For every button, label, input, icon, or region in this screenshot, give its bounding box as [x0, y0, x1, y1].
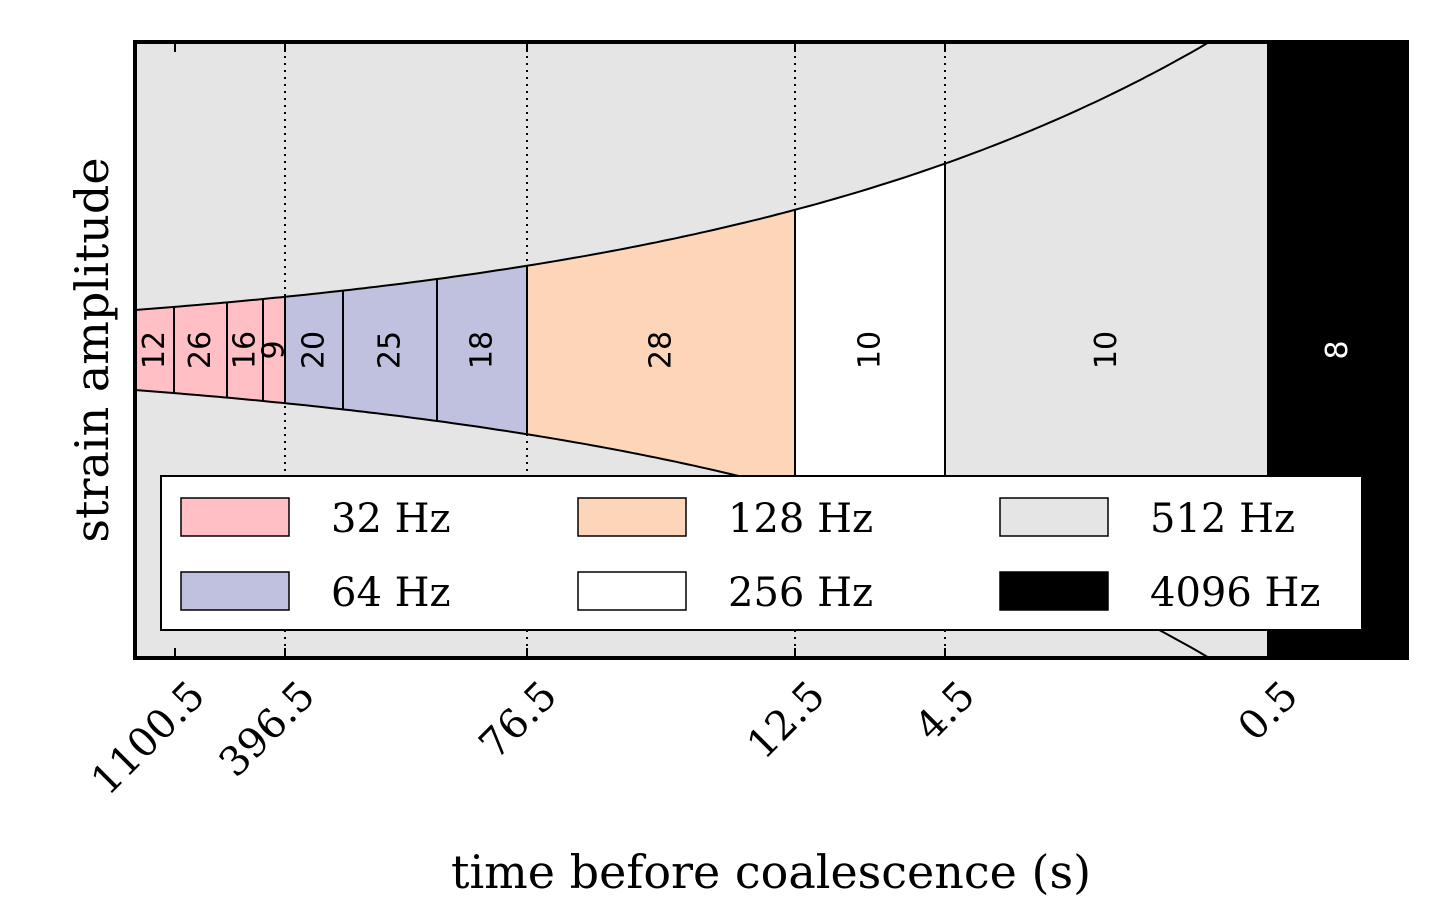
segment-duration-label: 16 [228, 331, 263, 369]
band-256-hz [795, 163, 945, 537]
segment-duration-label: 10 [853, 331, 888, 369]
segment-duration-label: 12 [137, 331, 172, 369]
y-axis-label: strain amplitude [65, 157, 119, 542]
band-128-hz [527, 209, 795, 491]
legend-label: 128 Hz [728, 496, 873, 542]
legend-label: 4096 Hz [1150, 570, 1320, 616]
legend-label: 32 Hz [331, 496, 451, 542]
legend [160, 475, 1363, 631]
legend-label: 64 Hz [331, 570, 451, 616]
segment-duration-label: 18 [465, 331, 500, 369]
envelope-upper [135, 42, 1212, 311]
band-64-hz [285, 265, 527, 435]
segment-duration-label: 25 [373, 331, 408, 369]
legend-swatch [577, 497, 687, 537]
segment-duration-label: 8 [1320, 340, 1355, 359]
segment-duration-label: 9 [257, 340, 292, 359]
segment-duration-label: 20 [297, 331, 332, 369]
legend-label: 256 Hz [728, 570, 873, 616]
x-tick-label: 396.5 [211, 673, 325, 787]
x-tick-label: 4.5 [907, 673, 985, 751]
plot-frame [133, 40, 1409, 660]
x-axis-label: time before coalescence (s) [451, 845, 1091, 899]
x-tick-label: 0.5 [1230, 673, 1308, 751]
segment-duration-label: 26 [183, 331, 218, 369]
legend-swatch [999, 571, 1109, 611]
legend-label: 512 Hz [1150, 496, 1295, 542]
legend-swatch [180, 497, 290, 537]
x-tick-label: 12.5 [739, 673, 835, 769]
band-32-hz [135, 296, 285, 404]
legend-swatch [577, 571, 687, 611]
x-tick-label: 1100.5 [83, 673, 214, 804]
segment-duration-label: 28 [644, 331, 679, 369]
legend-swatch [180, 571, 290, 611]
band-4096-hz [1268, 42, 1407, 658]
x-tick-label: 76.5 [471, 673, 567, 769]
legend-swatch [999, 497, 1109, 537]
segment-duration-label: 10 [1089, 331, 1124, 369]
